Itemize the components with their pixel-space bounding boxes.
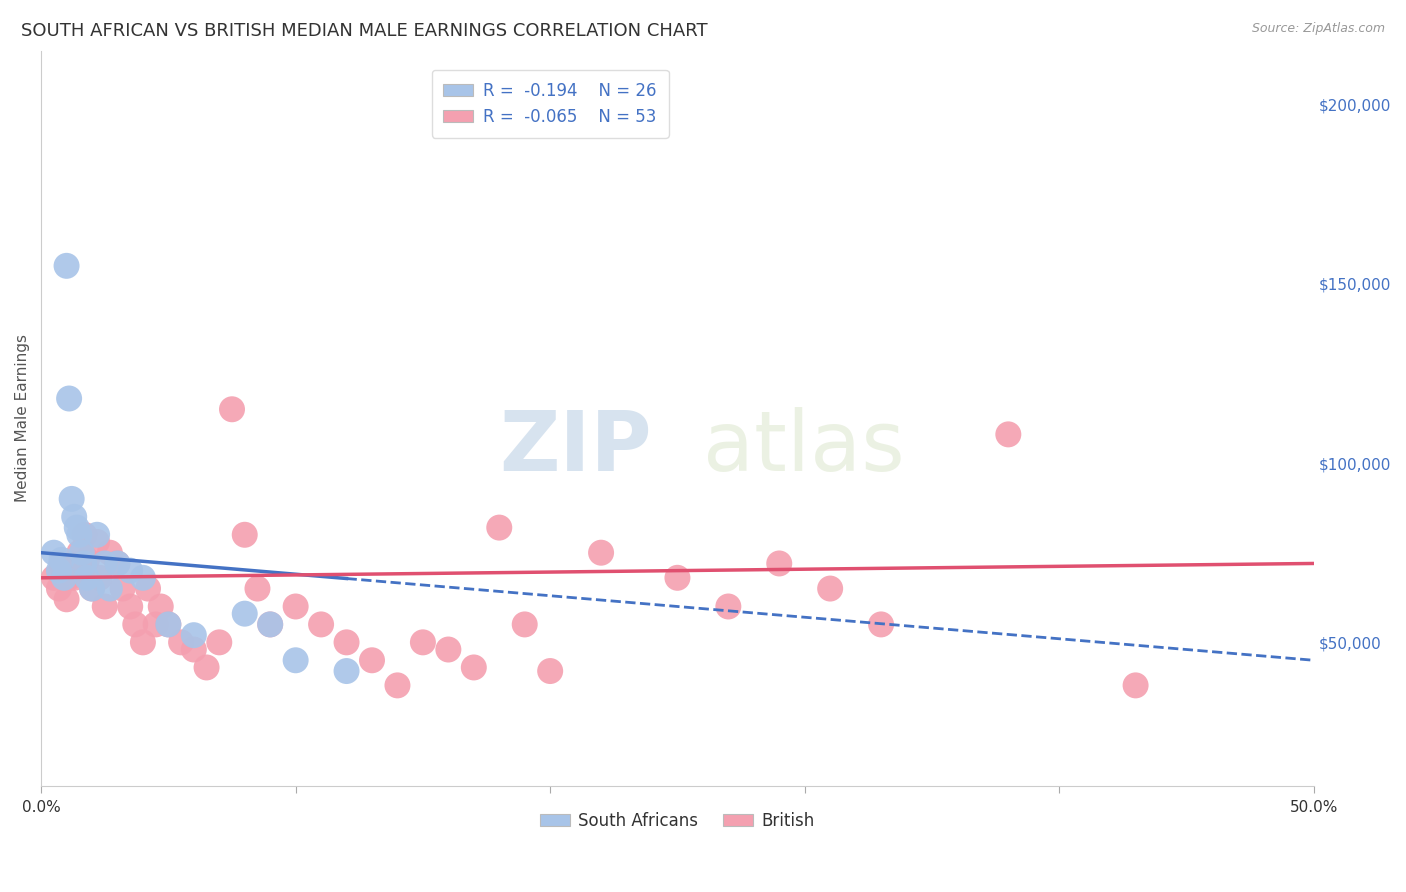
Point	[666, 571, 689, 585]
Point	[284, 599, 307, 614]
Point	[53, 571, 76, 585]
Point	[55, 592, 77, 607]
Point	[63, 571, 86, 585]
Point	[48, 582, 70, 596]
Point	[208, 635, 231, 649]
Point	[107, 557, 129, 571]
Point	[98, 546, 121, 560]
Point	[284, 653, 307, 667]
Point	[437, 642, 460, 657]
Point	[120, 564, 142, 578]
Point	[183, 642, 205, 657]
Point	[60, 491, 83, 506]
Point	[463, 660, 485, 674]
Point	[997, 427, 1019, 442]
Point	[48, 564, 70, 578]
Point	[58, 571, 80, 585]
Point	[60, 557, 83, 571]
Y-axis label: Median Male Earnings: Median Male Earnings	[15, 334, 30, 502]
Point	[157, 617, 180, 632]
Point	[63, 509, 86, 524]
Point	[717, 599, 740, 614]
Point	[73, 557, 96, 571]
Point	[58, 392, 80, 406]
Point	[42, 571, 65, 585]
Point	[259, 617, 281, 632]
Point	[870, 617, 893, 632]
Point	[70, 546, 93, 560]
Point	[233, 528, 256, 542]
Point	[221, 402, 243, 417]
Point	[538, 664, 561, 678]
Point	[246, 582, 269, 596]
Point	[513, 617, 536, 632]
Point	[233, 607, 256, 621]
Point	[107, 557, 129, 571]
Point	[76, 571, 98, 585]
Point	[55, 259, 77, 273]
Point	[73, 528, 96, 542]
Text: Source: ZipAtlas.com: Source: ZipAtlas.com	[1251, 22, 1385, 36]
Point	[86, 528, 108, 542]
Point	[98, 582, 121, 596]
Point	[149, 599, 172, 614]
Point	[51, 557, 73, 571]
Point	[51, 553, 73, 567]
Point	[120, 599, 142, 614]
Point	[67, 546, 90, 560]
Point	[70, 564, 93, 578]
Text: ZIP: ZIP	[499, 407, 652, 488]
Point	[335, 664, 357, 678]
Point	[412, 635, 434, 649]
Point	[76, 553, 98, 567]
Point	[259, 617, 281, 632]
Point	[136, 582, 159, 596]
Point	[111, 582, 134, 596]
Text: SOUTH AFRICAN VS BRITISH MEDIAN MALE EARNINGS CORRELATION CHART: SOUTH AFRICAN VS BRITISH MEDIAN MALE EAR…	[21, 22, 707, 40]
Point	[818, 582, 841, 596]
Point	[488, 520, 510, 534]
Point	[170, 635, 193, 649]
Point	[80, 582, 103, 596]
Legend: South Africans, British: South Africans, British	[533, 805, 821, 837]
Point	[42, 546, 65, 560]
Point	[124, 617, 146, 632]
Point	[335, 635, 357, 649]
Point	[53, 564, 76, 578]
Point	[93, 557, 115, 571]
Point	[309, 617, 332, 632]
Point	[591, 546, 613, 560]
Text: atlas: atlas	[703, 407, 904, 488]
Point	[768, 557, 790, 571]
Point	[145, 617, 167, 632]
Point	[86, 535, 108, 549]
Point	[157, 617, 180, 632]
Point	[132, 635, 155, 649]
Point	[67, 528, 90, 542]
Point	[361, 653, 384, 667]
Point	[183, 628, 205, 642]
Point	[80, 582, 103, 596]
Point	[132, 571, 155, 585]
Point	[89, 571, 111, 585]
Point	[387, 678, 409, 692]
Point	[195, 660, 218, 674]
Point	[1125, 678, 1147, 692]
Point	[66, 520, 89, 534]
Point	[93, 599, 115, 614]
